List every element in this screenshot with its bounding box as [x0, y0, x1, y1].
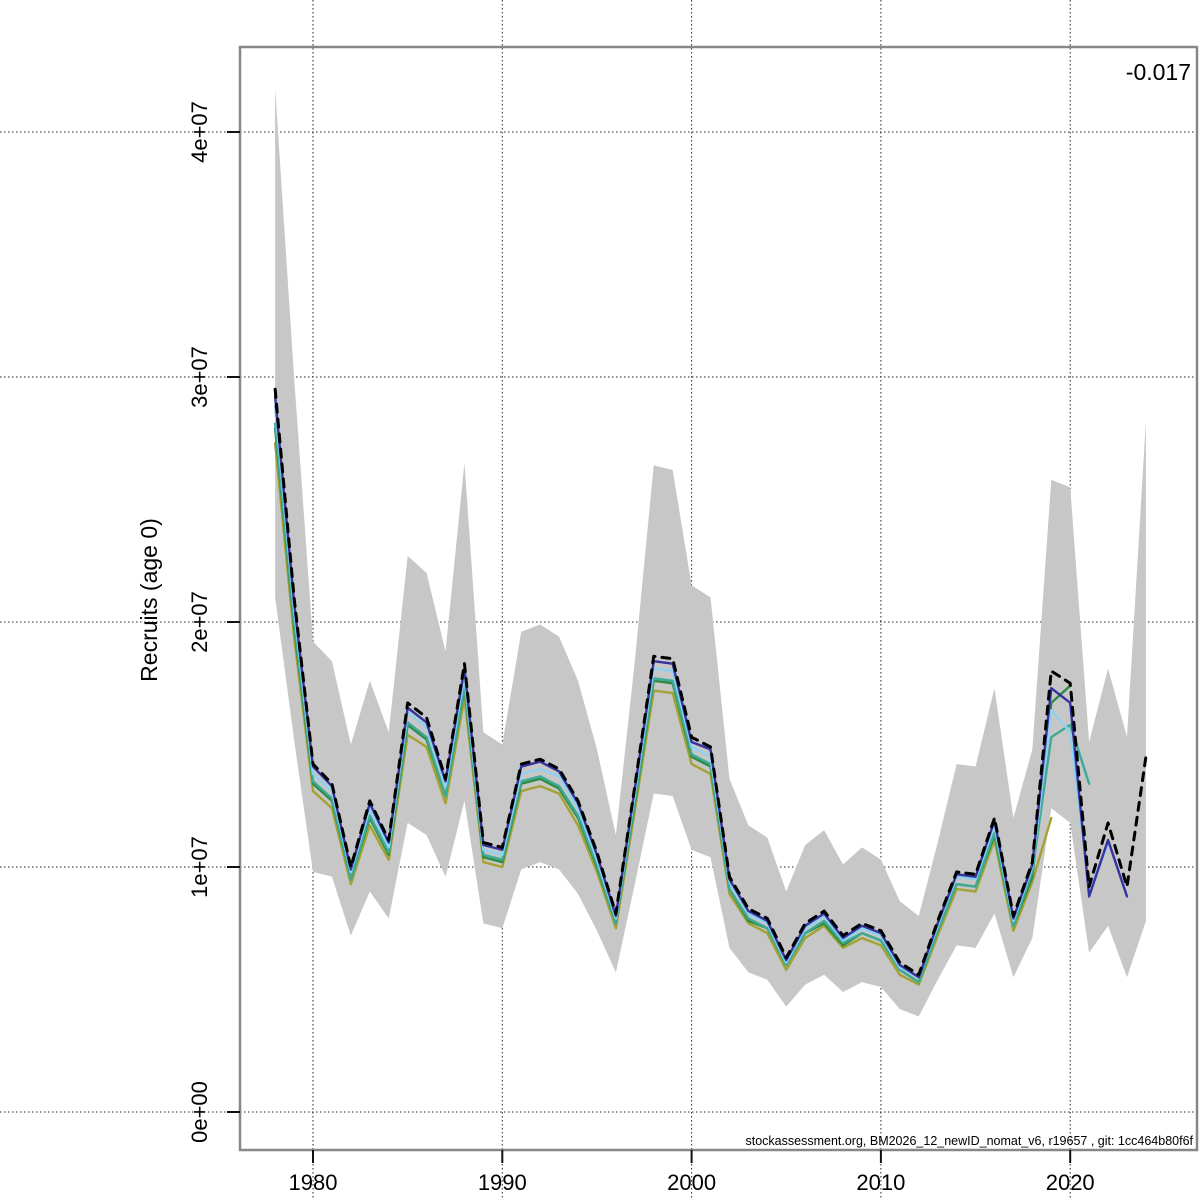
- base-run-line: [273, 387, 1148, 977]
- y-tick-label: 3e+07: [187, 346, 212, 408]
- x-tick-label: 1990: [478, 1170, 527, 1195]
- y-tick-label: 4e+07: [187, 101, 212, 163]
- x-tick-label: 2000: [667, 1170, 716, 1195]
- retro-peel-2022-line: [273, 405, 1110, 979]
- x-tick-label: 2020: [1046, 1170, 1095, 1195]
- x-tick-label: 1980: [289, 1170, 338, 1195]
- y-tick-label: 1e+07: [187, 836, 212, 898]
- plot-frame: [238, 45, 1199, 1152]
- retro-peel-2021-line: [273, 422, 1091, 984]
- y-axis-title: Recruits (age 0): [136, 518, 162, 682]
- confidence-band: [275, 87, 1146, 1017]
- x-tick-label: 2010: [856, 1170, 905, 1195]
- y-tick-label: 2e+07: [187, 591, 212, 653]
- mohns-rho-annotation: -0.017: [1126, 59, 1191, 85]
- y-tick-label: 0e+00: [187, 1081, 212, 1143]
- watermark: stockassessment.org, BM2026_12_newID_nom…: [746, 1134, 1194, 1148]
